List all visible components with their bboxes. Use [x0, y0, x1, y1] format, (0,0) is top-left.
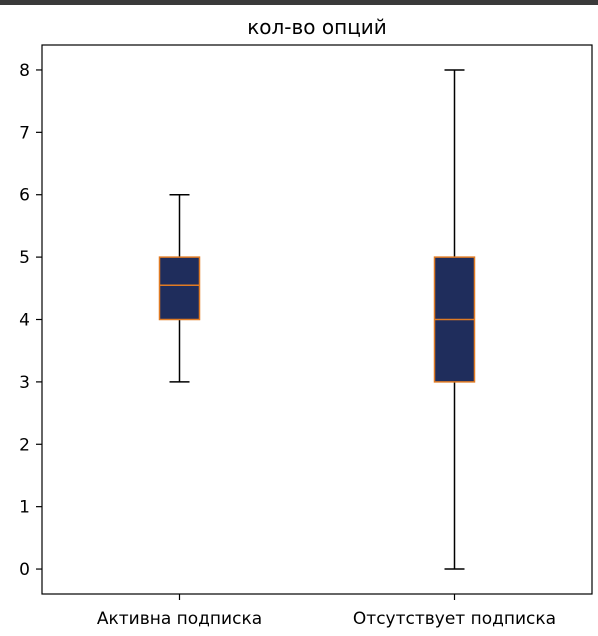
box-2 — [433, 69, 476, 570]
y-tick-label: 5 — [19, 248, 30, 268]
y-tick-label: 6 — [19, 186, 30, 206]
y-axis: 0 1 2 3 4 5 6 7 8 — [19, 61, 42, 580]
plot-area-frame — [41, 44, 593, 595]
y-tick-label: 7 — [19, 123, 30, 143]
y-tick-label: 0 — [19, 560, 30, 580]
x-tick-label: Отсутствует подписка — [353, 609, 556, 629]
y-tick-label: 8 — [19, 61, 30, 81]
y-tick-label: 1 — [19, 498, 30, 518]
boxes-group — [158, 69, 476, 570]
x-tick-label: Активна подписка — [97, 609, 262, 629]
box-1 — [158, 193, 201, 383]
y-tick-label: 4 — [19, 311, 30, 331]
x-axis: Активна подписка Отсутствует подписка — [97, 594, 556, 629]
chart-title: кол-во опций — [247, 15, 387, 39]
iqr-box — [158, 256, 201, 321]
y-tick-label: 2 — [19, 435, 30, 455]
y-tick-label: 3 — [19, 373, 30, 393]
top-border — [0, 0, 598, 5]
